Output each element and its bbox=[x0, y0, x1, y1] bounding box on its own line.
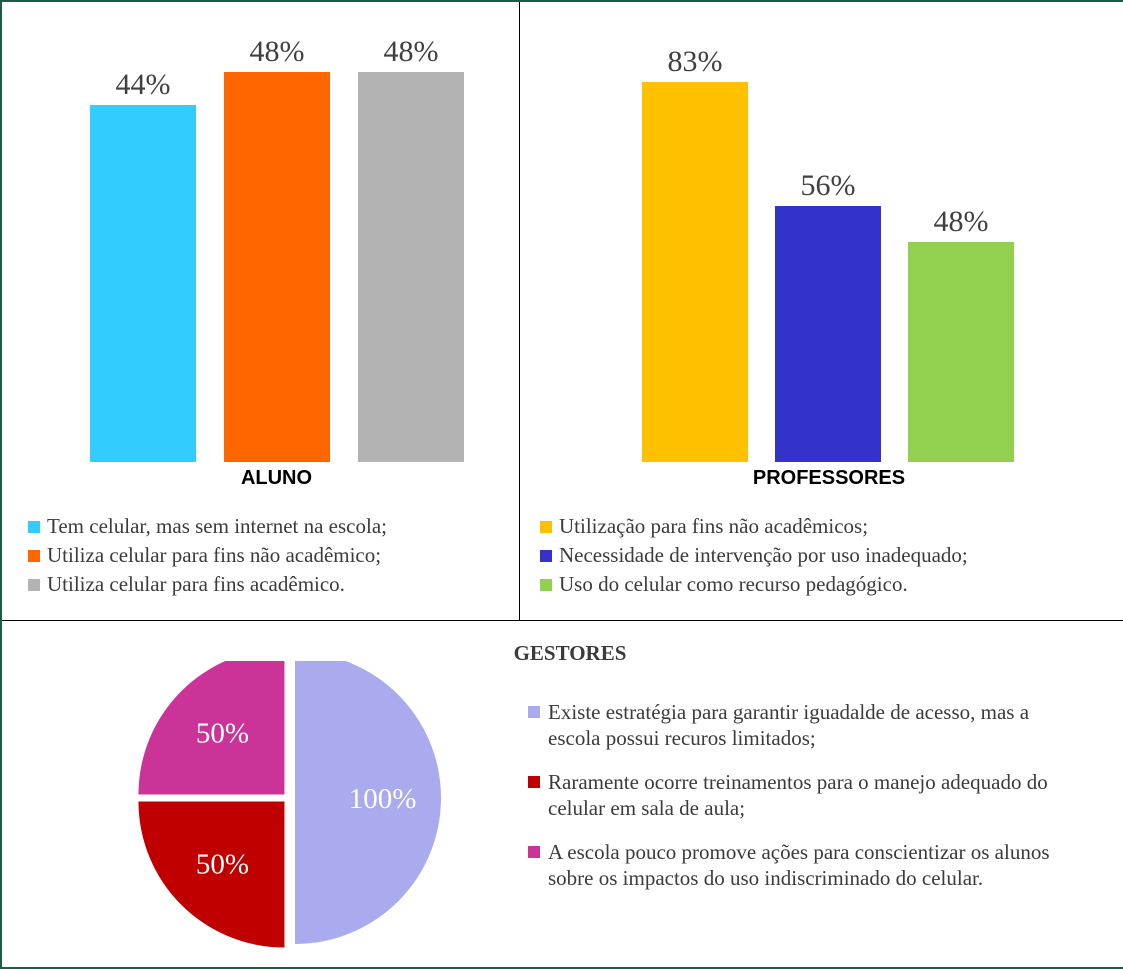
pie-slice-3 bbox=[138, 661, 285, 795]
legend-swatch bbox=[540, 520, 552, 533]
legend-label: Uso do celular como recurso pedagógico. bbox=[559, 572, 908, 596]
legend-swatch bbox=[28, 549, 40, 562]
bar-area-aluno: 44% 48% 48% bbox=[0, 0, 519, 462]
bar-1 bbox=[642, 81, 748, 462]
legend-item: Tem celular, mas sem internet na escola; bbox=[28, 512, 387, 541]
legend-swatch bbox=[28, 578, 40, 591]
data-label-2: 56% bbox=[800, 168, 856, 202]
legend-label: Tem celular, mas sem internet na escola; bbox=[47, 514, 387, 538]
legend-label: Utiliza celular para fins acadêmico. bbox=[47, 572, 345, 596]
data-label-3: 48% bbox=[933, 205, 989, 239]
legend-item: Existe estratégia para garantir iguadald… bbox=[522, 699, 1082, 751]
legend-label: Raramente ocorre treinamentos para o man… bbox=[548, 770, 1048, 820]
chart-gestores: GESTORES 100% 50% 50% Existe estratégia pa… bbox=[0, 621, 1123, 967]
bar-1 bbox=[90, 104, 196, 462]
x-axis-title-professores: PROFESSORES bbox=[752, 467, 906, 489]
data-label-1: 83% bbox=[667, 44, 723, 78]
legend-item: Uso do celular como recurso pedagógico. bbox=[540, 570, 968, 599]
legend-label: Utilização para fins não acadêmicos; bbox=[559, 514, 869, 538]
legend-swatch bbox=[528, 846, 540, 858]
bar-3 bbox=[358, 72, 464, 462]
data-label-2: 48% bbox=[249, 35, 305, 69]
bar-2 bbox=[224, 72, 330, 462]
legend-item: Necessidade de intervenção por uso inade… bbox=[540, 541, 968, 570]
pie-title: GESTORES bbox=[513, 641, 627, 665]
pie-label-2: 50% bbox=[196, 848, 249, 880]
legend-swatch bbox=[28, 520, 40, 533]
legend-swatch bbox=[528, 706, 540, 718]
legend-swatch bbox=[540, 578, 552, 591]
frame-top bbox=[0, 0, 1123, 2]
legend-aluno: Tem celular, mas sem internet na escola;… bbox=[28, 512, 387, 599]
legend-item: Utilização para fins não acadêmicos; bbox=[540, 512, 968, 541]
legend-item: Utiliza celular para fins acadêmico. bbox=[28, 570, 387, 599]
legend-professores: Utilização para fins não acadêmicos; Nece… bbox=[540, 512, 968, 599]
legend-item: A escola pouco promove ações para consci… bbox=[522, 839, 1082, 891]
bar-3 bbox=[908, 242, 1014, 462]
x-axis-title-aluno: ALUNO bbox=[240, 467, 313, 489]
bar-2 bbox=[775, 205, 881, 462]
legend-label: Necessidade de intervenção por uso inade… bbox=[559, 543, 968, 567]
legend-label: Existe estratégia para garantir iguadald… bbox=[548, 700, 1030, 750]
pie-label-3: 50% bbox=[196, 718, 249, 750]
data-label-3: 48% bbox=[383, 35, 439, 69]
legend-item: Utiliza celular para fins não acadêmico; bbox=[28, 541, 387, 570]
pie-label-1: 100% bbox=[349, 783, 417, 815]
legend-gestores: Existe estratégia para garantir iguadald… bbox=[522, 699, 1082, 909]
legend-item: Raramente ocorre treinamentos para o man… bbox=[522, 769, 1082, 821]
frame-bottom bbox=[0, 967, 1123, 969]
legend-swatch bbox=[528, 776, 540, 788]
legend-label: A escola pouco promove ações para consci… bbox=[548, 840, 1050, 890]
chart-aluno: 44% 48% 48% ALUNO Tem celular, mas sem int… bbox=[0, 0, 519, 620]
pie-chart: 100% 50% 50% bbox=[138, 661, 441, 948]
chart-professores: 83% 56% 48% PROFESSORES Utilização para fi… bbox=[520, 0, 1123, 620]
data-label-1: 44% bbox=[115, 67, 171, 101]
frame-left bbox=[0, 0, 2, 969]
pie-slice-1 bbox=[295, 661, 441, 944]
divider-vertical bbox=[519, 2, 520, 620]
legend-swatch bbox=[540, 549, 552, 562]
bar-area-professores: 83% 56% 48% bbox=[520, 0, 1123, 462]
pie-slice-2 bbox=[138, 801, 285, 948]
divider-horizontal bbox=[2, 620, 1123, 621]
legend-label: Utiliza celular para fins não acadêmico; bbox=[47, 543, 382, 567]
